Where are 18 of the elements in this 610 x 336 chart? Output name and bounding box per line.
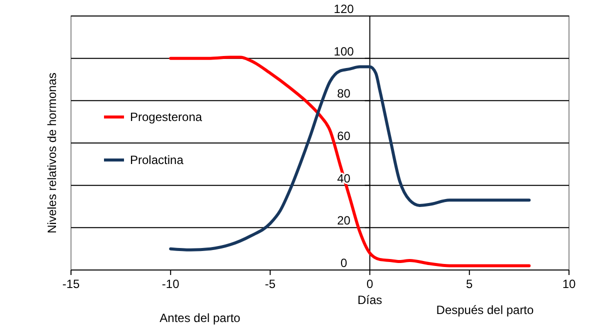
y-tick-label: 120	[334, 2, 354, 16]
x-tick-label: 0	[366, 277, 374, 291]
text: Después del parto	[436, 303, 534, 317]
text: Antes del parto	[160, 311, 241, 325]
x-tick-label: -15	[62, 277, 80, 291]
y-tick-label: 80	[337, 86, 351, 101]
x-tick-label: -10	[162, 277, 180, 291]
y-tick-label: 0	[340, 256, 348, 270]
x-tick-label: 5	[466, 277, 474, 291]
y-tick-label: 20	[337, 214, 351, 228]
x-axis-title: Días	[357, 293, 382, 307]
legend-label: Progesterona	[130, 110, 202, 124]
y-tick-label: 60	[337, 129, 351, 143]
x-tick-label: 10	[562, 277, 576, 291]
legend-label: Prolactina	[130, 153, 184, 167]
y-tick-label: 100	[334, 44, 354, 58]
y-axis-title: Niveles relativos de hormonas	[45, 72, 59, 234]
x-tick-label: -5	[264, 277, 276, 291]
